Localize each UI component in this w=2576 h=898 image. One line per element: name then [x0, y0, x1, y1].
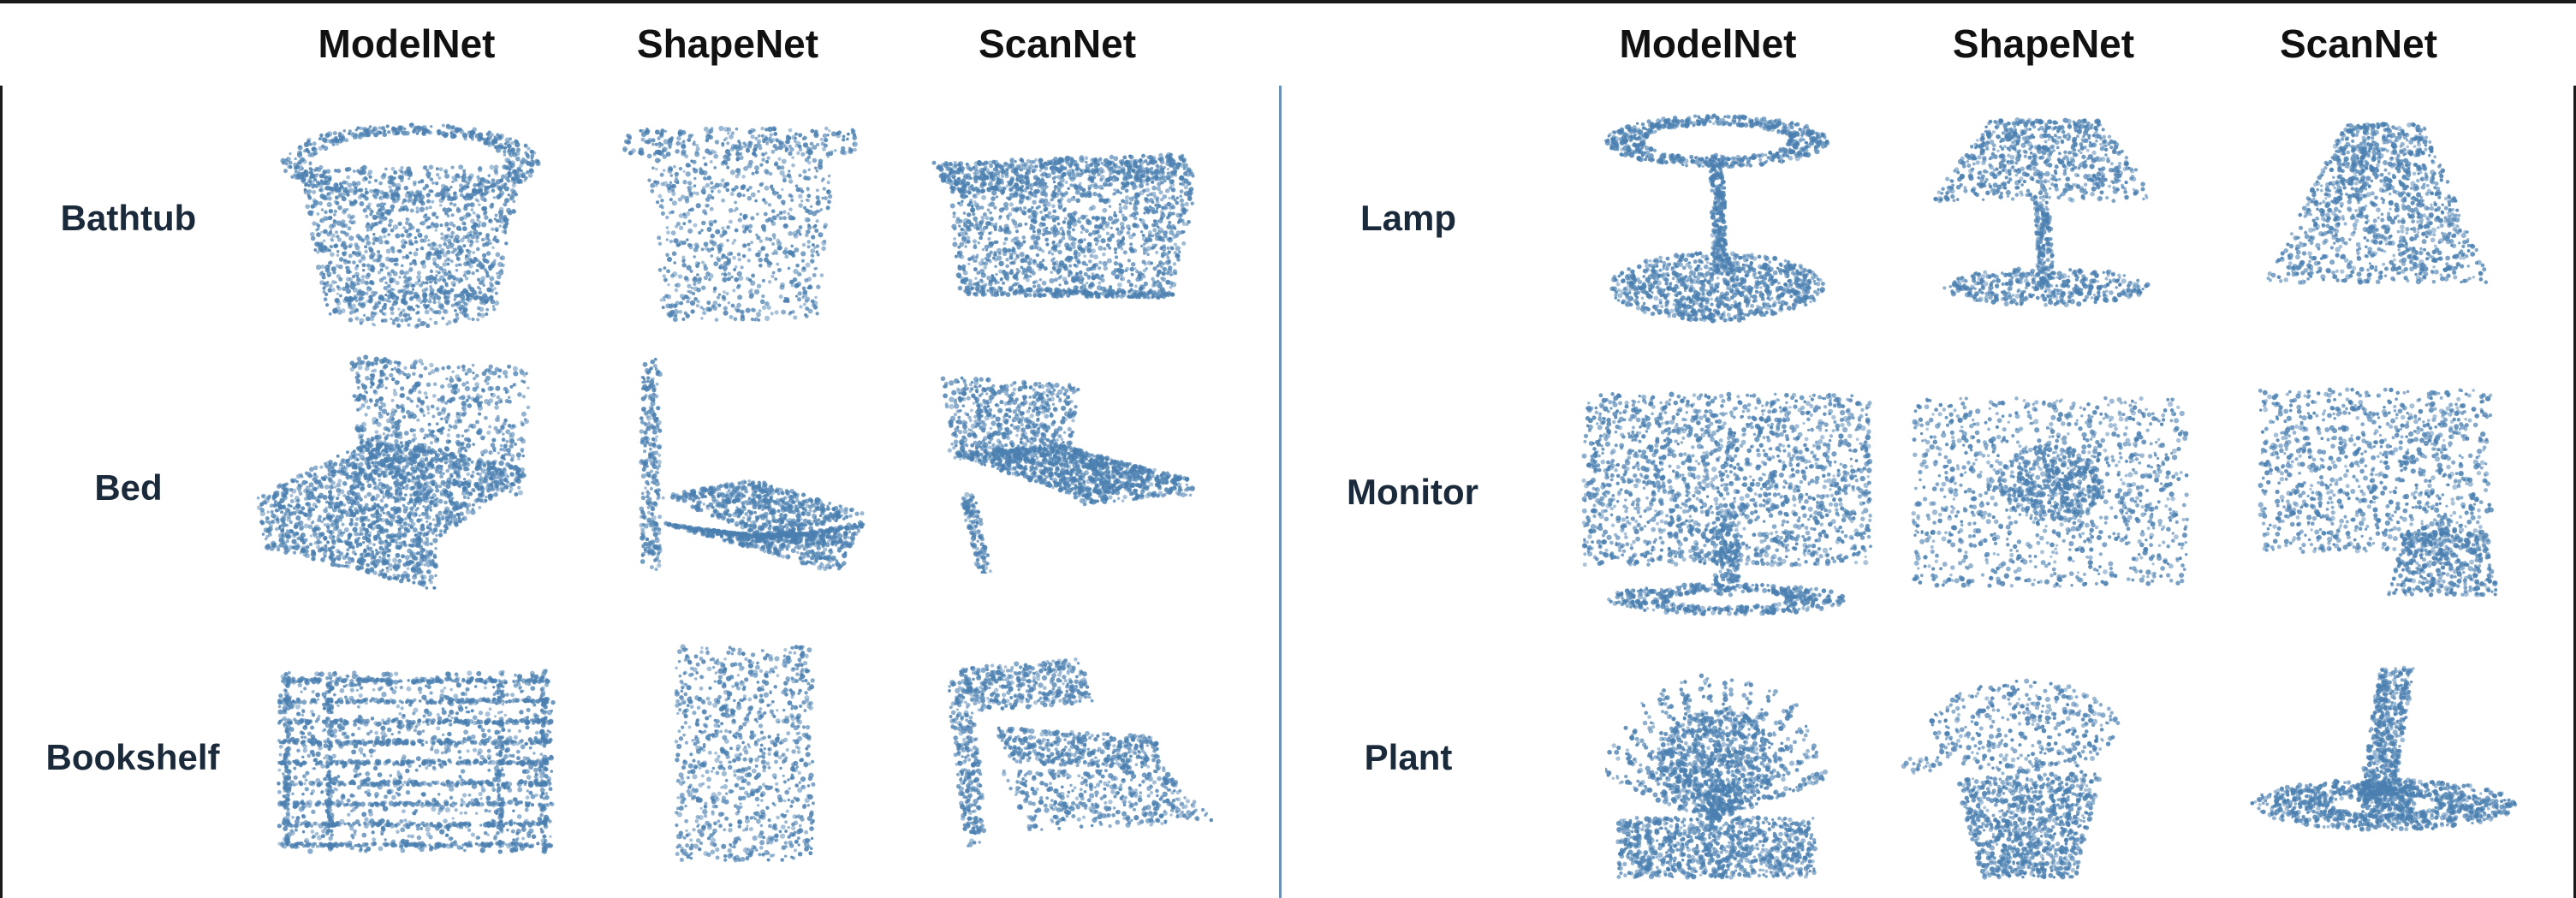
row-label-bookshelf: Bookshelf: [9, 732, 257, 783]
right-header-modelnet: ModelNet: [1580, 14, 1836, 74]
pointcloud-plant-shapenet: [1896, 676, 2153, 882]
pointcloud-plant-scannet: [2243, 663, 2521, 869]
pointcloud-bathtub-scannet: [925, 137, 1207, 308]
right-header-shapenet: ShapeNet: [1915, 14, 2172, 74]
pointcloud-bathtub-modelnet: [265, 98, 556, 334]
pointcloud-monitor-scannet: [2252, 385, 2508, 604]
pointcloud-bed-scannet: [933, 368, 1216, 574]
right-header-scannet: ScanNet: [2230, 14, 2487, 74]
pointcloud-lamp-modelnet: [1597, 107, 1836, 330]
left-header-modelnet: ModelNet: [278, 14, 535, 74]
row-label-monitor: Monitor: [1288, 467, 1537, 518]
top-border: [0, 0, 2576, 3]
pointcloud-monitor-shapenet: [1905, 390, 2196, 595]
pointcloud-bathtub-shapenet: [612, 111, 869, 330]
pointcloud-plant-modelnet: [1605, 663, 1828, 882]
pointcloud-bed-shapenet: [616, 351, 873, 582]
pointcloud-bookshelf-modelnet: [270, 663, 565, 856]
row-label-bathtub: Bathtub: [4, 193, 253, 244]
row-label-plant: Plant: [1284, 732, 1532, 783]
pointcloud-bookshelf-scannet: [942, 651, 1224, 856]
right-border: [2573, 86, 2576, 898]
pointcloud-bed-modelnet: [248, 342, 556, 599]
pointcloud-bookshelf-shapenet: [659, 638, 830, 869]
pointcloud-monitor-modelnet: [1580, 390, 1875, 621]
left-header-shapenet: ShapeNet: [599, 14, 856, 74]
row-label-bed: Bed: [4, 462, 253, 514]
left-header-scannet: ScanNet: [929, 14, 1186, 74]
row-label-lamp: Lamp: [1284, 193, 1532, 244]
left-border: [0, 86, 3, 898]
pointcloud-lamp-shapenet: [1922, 116, 2170, 312]
panel-divider: [1279, 86, 1282, 898]
pointcloud-lamp-scannet: [2260, 120, 2496, 287]
